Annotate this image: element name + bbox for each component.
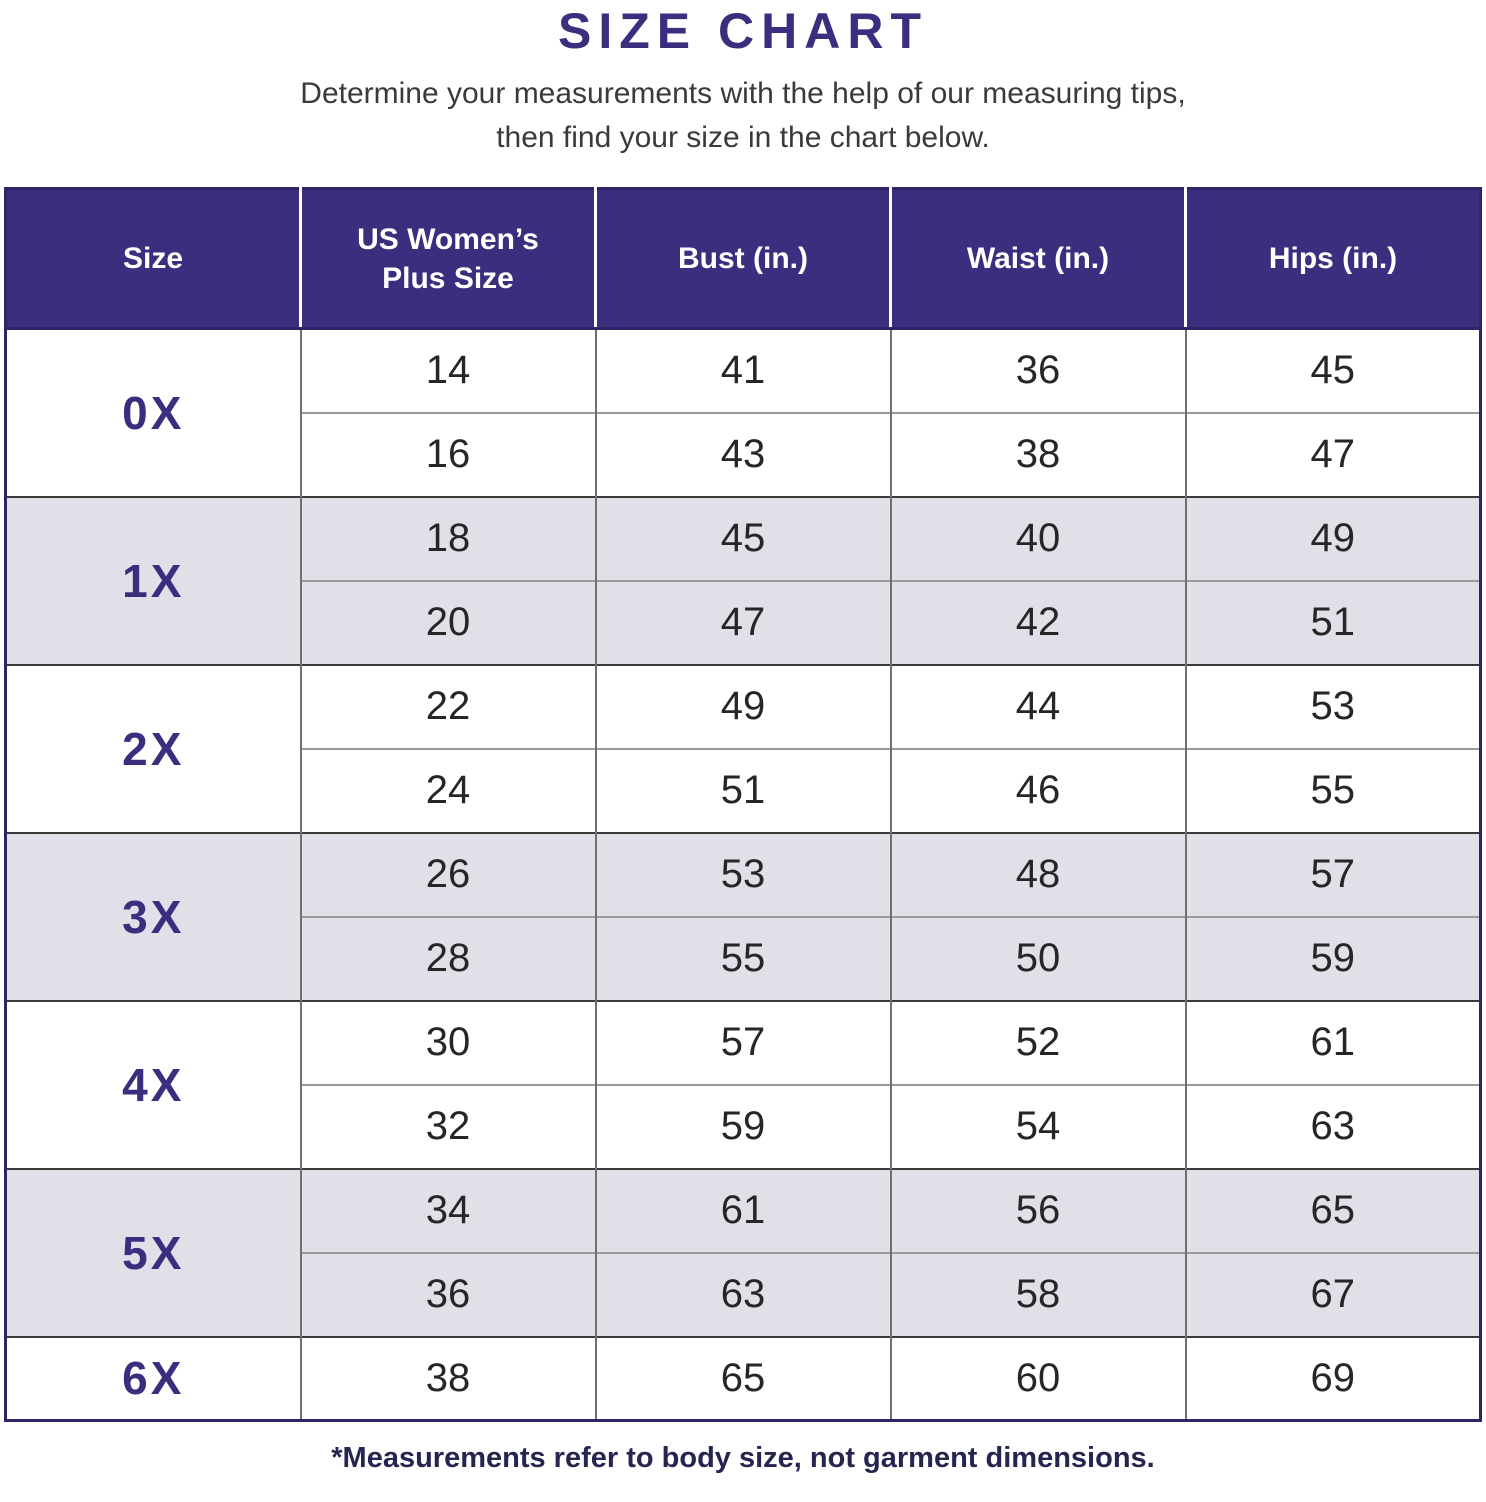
table-row: 1X 18 45 40 49: [5, 495, 1481, 665]
table-row: 24 51 46 55: [6, 747, 1481, 833]
measurement-cell: 56: [889, 1167, 1186, 1253]
column-header-plus-size: US Women’s Plus Size: [299, 188, 596, 330]
table-row: 2X 22 49 44 53: [5, 663, 1481, 833]
table-row: 4X 30 57 52 61: [5, 999, 1481, 1169]
measurement-cell: 69: [1184, 1335, 1481, 1421]
measurement-cell: 32: [299, 1083, 596, 1169]
measurement-cell: 41: [594, 327, 891, 413]
measurement-cell: 51: [594, 747, 891, 833]
measurement-cell: 63: [594, 1251, 891, 1337]
size-group-2x: 2X 22 49 44 53 24 51 46 55: [5, 663, 1481, 833]
measurement-cell: 44: [889, 663, 1186, 749]
measurement-cell: 59: [594, 1083, 891, 1169]
measurement-cell: 52: [889, 999, 1186, 1085]
column-header-bust: Bust (in.): [594, 188, 891, 330]
measurement-cell: 47: [1184, 411, 1481, 497]
size-group-6x: 6X 38 65 60 69: [5, 1335, 1481, 1421]
measurement-cell: 60: [889, 1335, 1186, 1421]
measurement-cell: 34: [299, 1167, 596, 1253]
measurement-cell: 47: [594, 579, 891, 665]
measurement-cell: 42: [889, 579, 1186, 665]
measurement-cell: 50: [889, 915, 1186, 1001]
measurement-cell: 53: [1184, 663, 1481, 749]
measurement-cell: 36: [889, 327, 1186, 413]
measurement-cell: 63: [1184, 1083, 1481, 1169]
measurement-cell: 45: [594, 495, 891, 581]
measurement-cell: 57: [594, 999, 891, 1085]
column-header-hips: Hips (in.): [1184, 188, 1481, 330]
measurement-cell: 20: [299, 579, 596, 665]
table-row: 6X 38 65 60 69: [5, 1335, 1481, 1421]
measurements-footnote: *Measurements refer to body size, not ga…: [331, 1442, 1155, 1474]
measurement-cell: 49: [1184, 495, 1481, 581]
size-group-4x: 4X 30 57 52 61 32 59 54 63: [5, 999, 1481, 1169]
page-subtitle: Determine your measurements with the hel…: [0, 72, 1486, 159]
measurement-cell: 26: [299, 831, 596, 917]
measurement-cell: 16: [299, 411, 596, 497]
measurement-cell: 57: [1184, 831, 1481, 917]
size-group-1x: 1X 18 45 40 49 20 47 42 51: [5, 495, 1481, 665]
column-header-size: Size: [5, 188, 301, 330]
table-header: Size US Women’s Plus Size Bust (in.) Wai…: [5, 188, 1481, 330]
size-group-label: 1X: [5, 495, 301, 665]
table-row: 20 47 42 51: [6, 579, 1481, 665]
table-row: 0X 14 41 36 45: [5, 327, 1481, 497]
measurement-cell: 65: [1184, 1167, 1481, 1253]
size-group-label: 4X: [5, 999, 301, 1169]
table-row: 36 63 58 67: [6, 1251, 1481, 1337]
table-row: 5X 34 61 56 65: [5, 1167, 1481, 1337]
measurement-cell: 53: [594, 831, 891, 917]
measurement-cell: 48: [889, 831, 1186, 917]
measurement-cell: 61: [1184, 999, 1481, 1085]
measurement-cell: 49: [594, 663, 891, 749]
table-row: 16 43 38 47: [6, 411, 1481, 497]
measurement-cell: 36: [299, 1251, 596, 1337]
measurement-cell: 38: [889, 411, 1186, 497]
measurement-cell: 55: [1184, 747, 1481, 833]
measurement-cell: 14: [299, 327, 596, 413]
measurement-cell: 18: [299, 495, 596, 581]
size-group-label: 2X: [5, 663, 301, 833]
size-group-label: 5X: [5, 1167, 301, 1337]
measurement-cell: 28: [299, 915, 596, 1001]
measurement-cell: 38: [299, 1335, 596, 1421]
size-group-0x: 0X 14 41 36 45 16 43 38 47: [5, 327, 1481, 497]
measurement-cell: 24: [299, 747, 596, 833]
table-row: 32 59 54 63: [6, 1083, 1481, 1169]
measurement-cell: 43: [594, 411, 891, 497]
measurement-cell: 40: [889, 495, 1186, 581]
measurement-cell: 46: [889, 747, 1186, 833]
measurement-cell: 67: [1184, 1251, 1481, 1337]
header-row: Size US Women’s Plus Size Bust (in.) Wai…: [5, 188, 1481, 330]
size-group-3x: 3X 26 53 48 57 28 55 50 59: [5, 831, 1481, 1001]
size-group-label: 0X: [5, 327, 301, 497]
measurement-cell: 54: [889, 1083, 1186, 1169]
table-row: 3X 26 53 48 57: [5, 831, 1481, 1001]
measurement-cell: 61: [594, 1167, 891, 1253]
page-title: SIZE CHART: [558, 3, 928, 59]
measurement-cell: 55: [594, 915, 891, 1001]
measurement-cell: 65: [594, 1335, 891, 1421]
measurement-cell: 59: [1184, 915, 1481, 1001]
measurement-cell: 51: [1184, 579, 1481, 665]
subtitle-line-2: then find your size in the chart below.: [496, 120, 990, 154]
size-chart-table: Size US Women’s Plus Size Bust (in.) Wai…: [4, 187, 1482, 1422]
measurement-cell: 30: [299, 999, 596, 1085]
measurement-cell: 45: [1184, 327, 1481, 413]
size-group-label: 6X: [5, 1335, 301, 1421]
size-group-5x: 5X 34 61 56 65 36 63 58 67: [5, 1167, 1481, 1337]
size-group-label: 3X: [5, 831, 301, 1001]
measurement-cell: 58: [889, 1251, 1186, 1337]
subtitle-line-1: Determine your measurements with the hel…: [300, 77, 1186, 110]
column-header-waist: Waist (in.): [889, 188, 1186, 330]
table-row: 28 55 50 59: [6, 915, 1481, 1001]
measurement-cell: 22: [299, 663, 596, 749]
